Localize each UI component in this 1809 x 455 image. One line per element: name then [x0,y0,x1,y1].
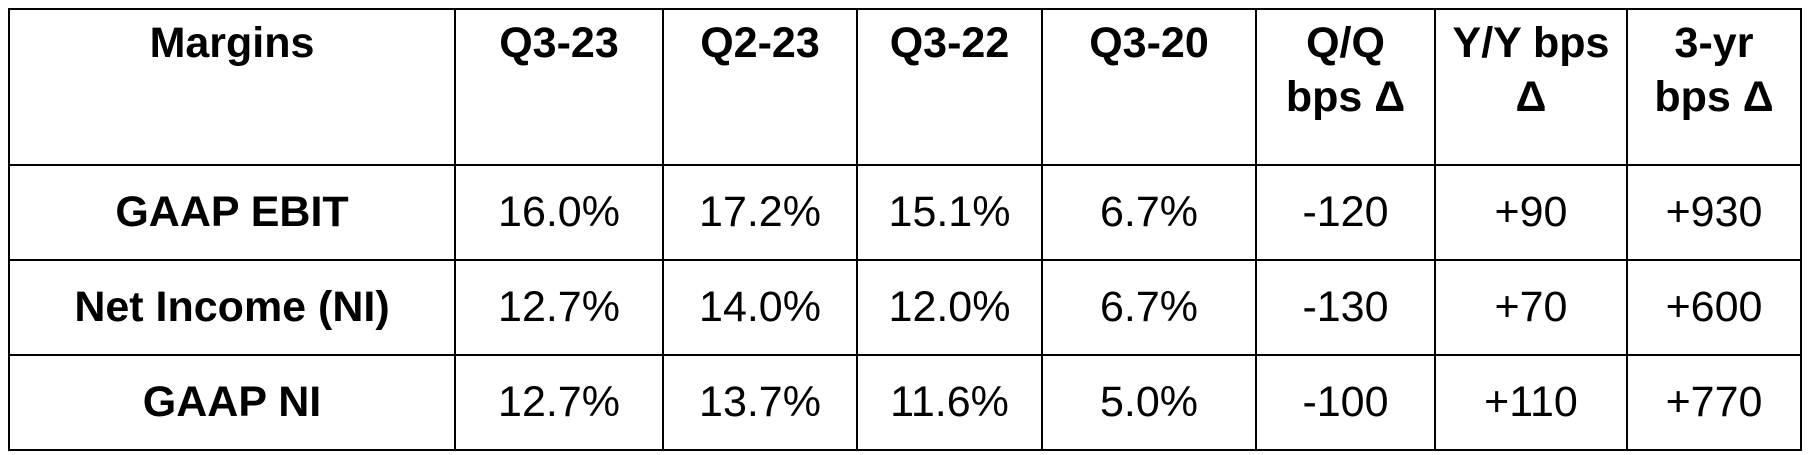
table-cell: +70 [1434,259,1628,356]
header-cell: Q/Q bps Δ [1255,8,1436,166]
table-cell: 6.7% [1041,164,1257,261]
table-row: GAAP NI 12.7% 13.7% 11.6% 5.0% -100 +110 +770 [8,354,1802,451]
table-row: Net Income (NI) 12.7% 14.0% 12.0% 6.7% -130 +7… [8,259,1802,356]
table-cell: 6.7% [1041,259,1257,356]
table-cell: 17.2% [662,164,858,261]
table-body: GAAP EBIT 16.0% 17.2% 15.1% 6.7% -120 +90 +930 N… [8,164,1802,451]
table-row: GAAP EBIT 16.0% 17.2% 15.1% 6.7% -120 +90 +930 [8,164,1802,261]
header-cell: Q3-22 [856,8,1043,166]
table-cell: 11.6% [856,354,1043,451]
table-cell: 14.0% [662,259,858,356]
header-cell: Q3-20 [1041,8,1257,166]
table-cell: -120 [1255,164,1436,261]
row-label: GAAP NI [8,354,456,451]
header-cell: 3-yr bps Δ [1626,8,1802,166]
margins-table: Margins Q3-23 Q2-23 Q3-22 Q3-20 Q/Q bps Δ Y/Y … [8,8,1802,451]
table-cell: 16.0% [454,164,664,261]
table-cell: +930 [1626,164,1802,261]
table-cell: +90 [1434,164,1628,261]
table-cell: 5.0% [1041,354,1257,451]
row-label: Net Income (NI) [8,259,456,356]
header-cell: Y/Y bps Δ [1434,8,1628,166]
table-cell: -130 [1255,259,1436,356]
header-row: Margins Q3-23 Q2-23 Q3-22 Q3-20 Q/Q bps Δ Y/Y … [8,8,1802,166]
table-cell: +770 [1626,354,1802,451]
table-cell: 13.7% [662,354,858,451]
header-cell: Q2-23 [662,8,858,166]
table-cell: 12.0% [856,259,1043,356]
header-cell: Q3-23 [454,8,664,166]
table-cell: -100 [1255,354,1436,451]
table-cell: +110 [1434,354,1628,451]
table-cell: 12.7% [454,354,664,451]
table-cell: 12.7% [454,259,664,356]
header-cell: Margins [8,8,456,166]
row-label: GAAP EBIT [8,164,456,261]
table-cell: +600 [1626,259,1802,356]
table-cell: 15.1% [856,164,1043,261]
